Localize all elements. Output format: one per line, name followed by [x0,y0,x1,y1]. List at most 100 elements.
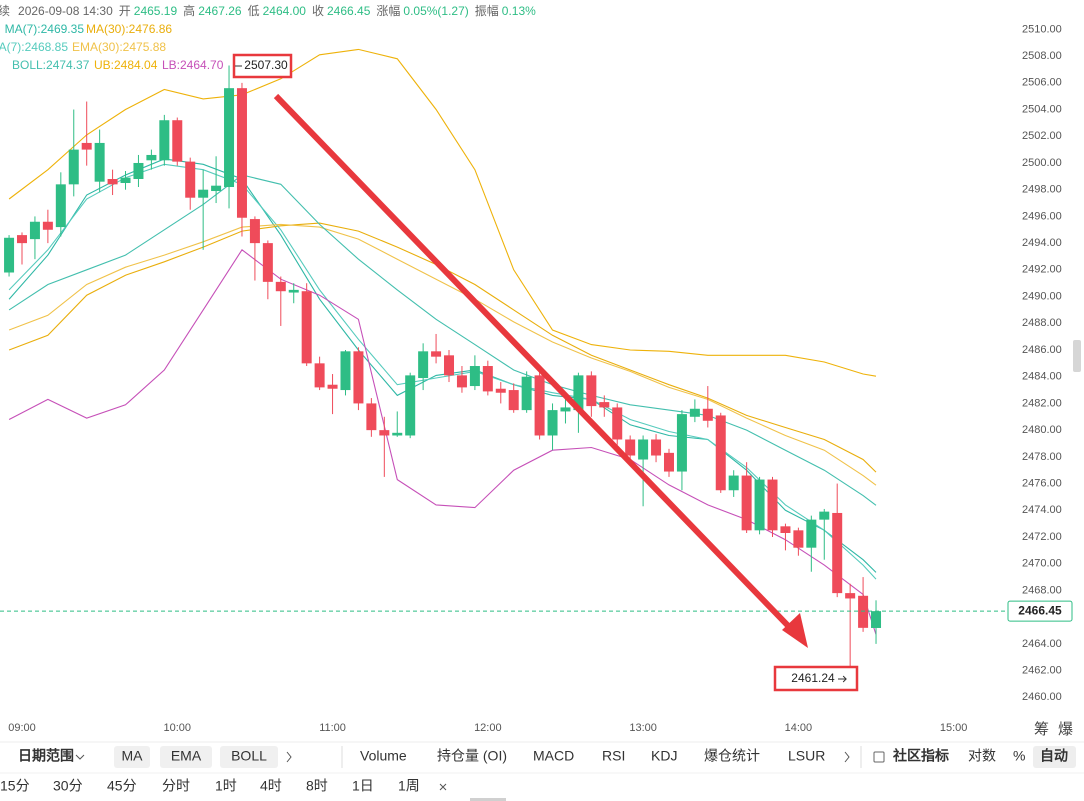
y-tick-label: 2504.00 [1022,103,1062,115]
date-range[interactable]: 日期范围 [18,748,74,764]
candle-body [405,375,416,436]
y-tick-label: 2486.00 [1022,344,1062,356]
candle-body [858,595,869,628]
indicator-line [8,163,877,580]
y-tick-label: 2484.00 [1022,371,1062,383]
candle-body [198,189,209,198]
candle-body [599,402,610,408]
legend-entry: UB:2484.04 [94,58,158,72]
interval-tab[interactable]: 8时 [306,778,328,794]
indicator-line [8,174,877,506]
candle-body [107,179,118,185]
candle-body [353,351,364,404]
header-value: 0.13% [502,4,536,18]
candle-body [845,593,856,599]
indicator-tab[interactable]: 爆仓统计 [704,748,760,764]
candle-body [224,88,235,188]
toolbar: 日期范围 MA EMA BOLL Volume 持仓量 (OI) MACD RSI KDJ 爆仓统… [0,721,1076,794]
candle-body [68,149,79,185]
indicator-tab[interactable]: LSUR [788,748,825,764]
edit-icon [873,751,885,763]
candle-body [728,475,739,491]
y-tick-label: 2506.00 [1022,77,1062,89]
header-prefix: 续 [0,4,10,18]
header-label: 高 [183,3,195,18]
indicator-tab[interactable]: KDJ [651,748,677,764]
header-value: 2464.00 [263,4,307,18]
candle-body [456,375,467,388]
y-tick-label: 2508.00 [1022,50,1062,62]
candle-body [754,479,765,531]
x-tick-label: 15:00 [940,722,968,734]
overlay-button[interactable] [220,746,278,768]
candle-body [4,237,15,273]
y-tick-label: 2498.00 [1022,184,1062,196]
candle-body [793,530,804,548]
chevron-right[interactable] [286,751,292,763]
y-tick-label: 2492.00 [1022,264,1062,276]
interval-tab[interactable]: 1周 [398,778,420,794]
candle-body [689,408,700,417]
trend-arrow-head [782,613,808,648]
interval-tab[interactable]: 30分 [53,778,83,794]
max-box [232,53,293,79]
indicator-tab[interactable]: MACD [533,748,574,764]
indicator-line [8,48,877,377]
candle-body [482,366,493,392]
candle-body [469,366,480,387]
side-tab[interactable]: 筹 [1034,721,1049,738]
y-tick-label: 2462.00 [1022,664,1062,676]
y-tick-label: 2500.00 [1022,157,1062,169]
log-toggle[interactable]: 对数 [968,748,996,764]
candle-body [55,184,66,228]
candle-body [495,388,506,393]
indicator-tab[interactable]: Volume [360,748,407,764]
overlay-label[interactable]: MA [122,748,144,764]
candle-body [301,291,312,364]
interval-tab[interactable]: 15分 [0,778,30,794]
candle-body [275,281,286,292]
y-tick-label: 2468.00 [1022,584,1062,596]
interval-tab[interactable]: 4时 [260,778,282,794]
percent-toggle[interactable]: % [1013,748,1025,764]
y-tick-label: 2496.00 [1022,210,1062,222]
candle-body [521,376,532,411]
indicator-line [8,249,877,635]
y-tick-label: 2480.00 [1022,424,1062,436]
side-tab[interactable]: 爆 [1058,721,1073,738]
plot-area: 2460.002462.002464.002466.002468.002470.… [0,3,1073,734]
candle-body [508,390,519,411]
resize-handle[interactable] [470,798,506,801]
indicator-line [8,222,877,473]
chevron-right[interactable] [844,751,850,763]
candle-body [534,375,545,436]
interval-tab[interactable]: 分时 [162,778,190,794]
header-label: 开 [119,4,131,18]
candle-body [431,351,442,357]
candle-body [612,407,623,440]
community-indicators[interactable]: 社区指标 [892,748,949,764]
interval-tab[interactable]: 1日 [352,778,374,794]
interval-tab[interactable]: 45分 [107,778,137,794]
candle-body [262,243,273,282]
indicator-tab[interactable]: RSI [602,748,625,764]
close-icon[interactable] [439,783,447,791]
overlay-label[interactable]: EMA [171,748,202,764]
header-label: 振幅 [475,3,499,18]
legend-entry: BOLL:2474.37 [12,58,90,72]
scroll-handle[interactable] [1073,340,1081,372]
interval-tab[interactable]: 1时 [215,778,237,794]
y-tick-label: 2460.00 [1022,691,1062,703]
candle-body [663,452,674,472]
candle-body [586,375,597,407]
overlay-button[interactable] [160,746,212,768]
auto-button[interactable] [1033,746,1076,768]
candle-body [133,162,144,180]
indicator-tab[interactable]: 持仓量 (OI) [437,748,507,764]
candle-body [651,439,662,456]
overlay-label[interactable]: BOLL [231,748,267,764]
overlay-button[interactable] [114,746,150,768]
candle-body [29,221,40,240]
auto-label[interactable]: 自动 [1040,748,1068,764]
candle-body [120,177,131,184]
